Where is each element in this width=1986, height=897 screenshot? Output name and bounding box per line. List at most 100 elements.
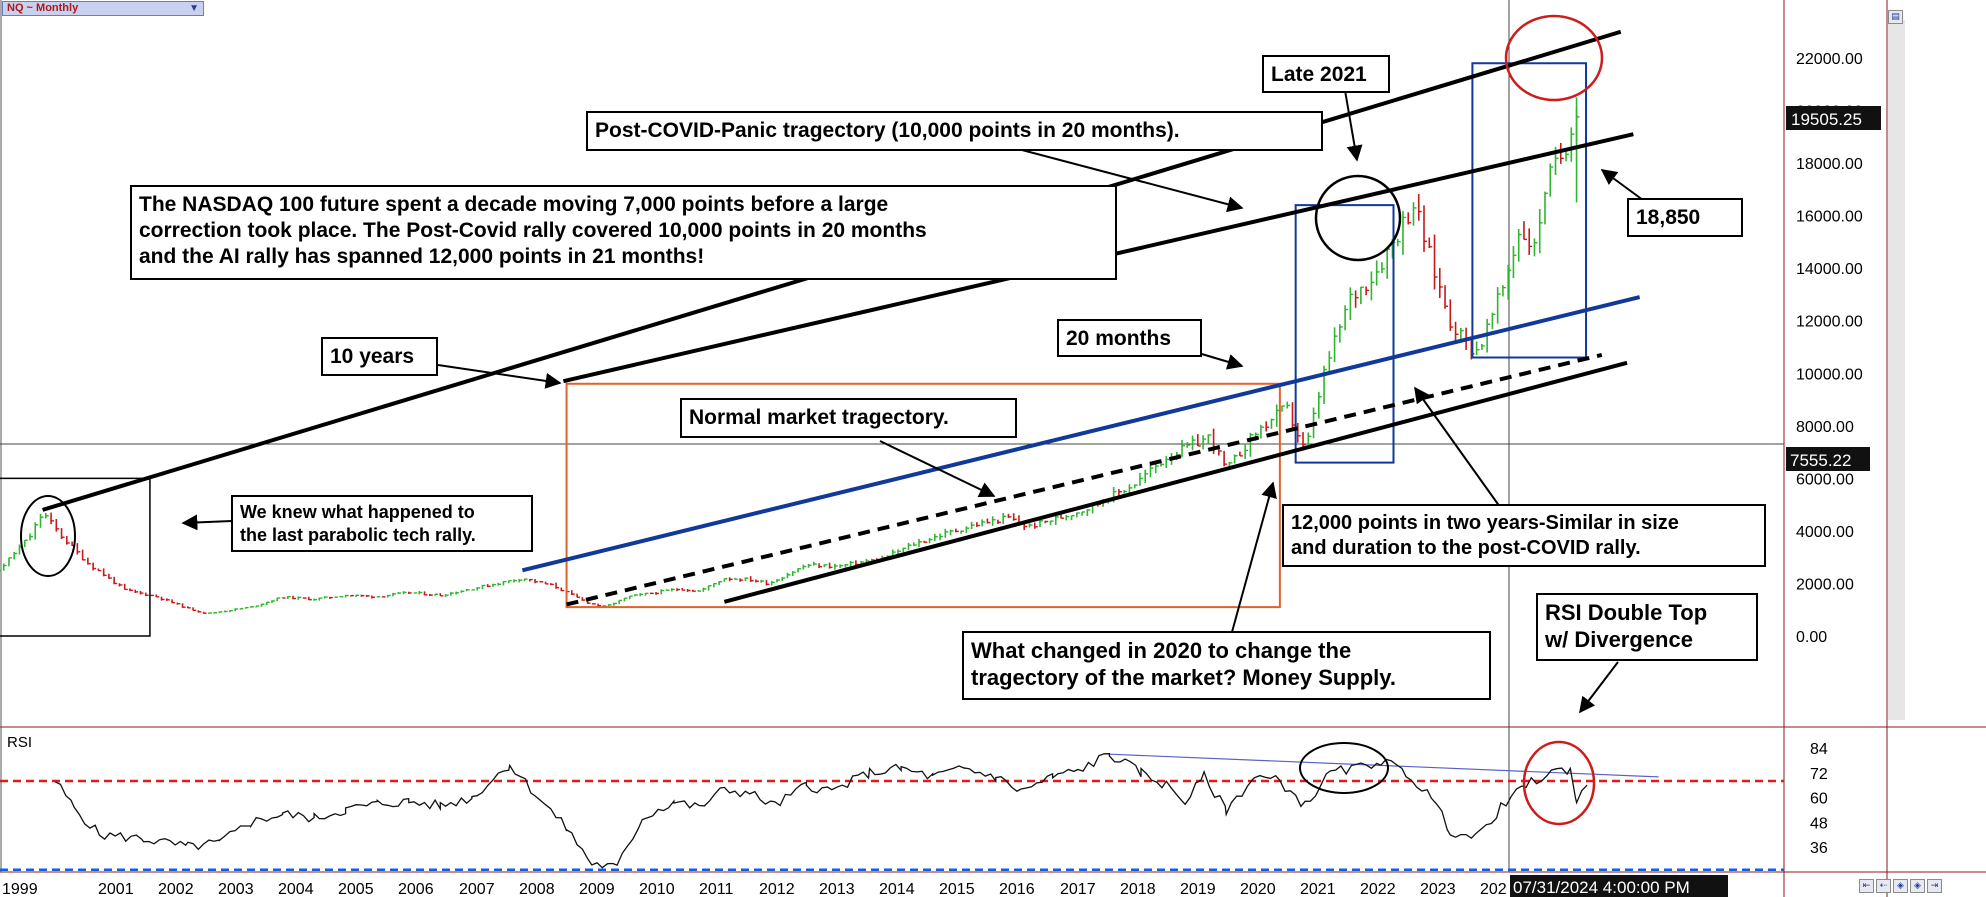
dotcom-top-circle xyxy=(20,495,76,577)
year-tick-label: 1999 xyxy=(2,881,38,897)
scroll-back-icon[interactable]: ⇠ xyxy=(1876,879,1891,893)
knew-label-text: We knew what happened to xyxy=(240,502,475,522)
rsi-late2021-circle xyxy=(1299,742,1389,794)
year-tick-label: 2012 xyxy=(759,881,795,897)
year-tick-label: 2006 xyxy=(398,881,434,897)
year-tick-label: 2014 xyxy=(879,881,915,897)
year-tick-label: 2019 xyxy=(1180,881,1216,897)
decade-label-text: The NASDAQ 100 future spent a decade mov… xyxy=(139,193,888,216)
rsi-tick-label: 48 xyxy=(1810,815,1828,832)
scroll-start-icon[interactable]: ⇤ xyxy=(1859,879,1874,893)
year-tick-label: 2003 xyxy=(218,881,254,897)
changed-label-text: What changed in 2020 to change the xyxy=(971,638,1351,663)
price-tick-label: 8000.00 xyxy=(1796,419,1854,436)
annotations: Late 2021 Post-COVID-Panic tragectory (10… xyxy=(130,55,1766,700)
last-price-value: 19505.25 xyxy=(1791,110,1862,129)
rsi-panel: RSI xyxy=(0,734,1784,871)
year-tick-label: 2011 xyxy=(699,881,734,897)
decade-label-text: correction took place. The Post-Covid ra… xyxy=(139,219,927,242)
rsi-title: RSI xyxy=(7,734,32,751)
year-tick-label: 2020 xyxy=(1240,881,1276,897)
twelvek-label-text: 12,000 points in two years-Similar in si… xyxy=(1291,512,1679,534)
late2021-circle xyxy=(1314,174,1402,262)
datetime-tag xyxy=(1510,875,1728,897)
price-tick-label: 6000.00 xyxy=(1796,471,1854,488)
late2021-label-box xyxy=(1262,55,1390,93)
last-price-tag xyxy=(1786,106,1881,130)
arrow-18850 xyxy=(1600,169,1648,204)
rsi-tick-label: 60 xyxy=(1810,791,1828,808)
year-tick-label: 202 xyxy=(1480,881,1507,897)
late2021-label-text: Late 2021 xyxy=(1271,63,1367,86)
price-tick-label: 18000.00 xyxy=(1796,156,1863,173)
rsi-tick-label: 36 xyxy=(1810,840,1828,857)
rsi-line xyxy=(55,753,1588,869)
chevron-down-icon: ▼ xyxy=(189,3,199,14)
arrow-changed xyxy=(1231,481,1277,633)
price-tick-label: 12000.00 xyxy=(1796,314,1863,331)
price-tick-label: 22000.00 xyxy=(1796,51,1863,68)
year-tick-label: 2013 xyxy=(819,881,855,897)
tenyears-label-box xyxy=(321,337,438,376)
year-tick-label: 2004 xyxy=(278,881,314,897)
lower-support-line xyxy=(723,360,1628,604)
year-tick-label: 2022 xyxy=(1360,881,1396,897)
current-top-circle xyxy=(1504,14,1604,102)
year-tick-label: 2010 xyxy=(639,881,675,897)
knew-label-text: the last parabolic tech rally. xyxy=(240,525,476,545)
level-label-text: 18,850 xyxy=(1636,206,1700,229)
arrow-postcovid xyxy=(1021,149,1244,213)
arrow-10years xyxy=(437,364,562,389)
changed-label-text: tragectory of the market? Money Supply. xyxy=(971,665,1396,690)
crosshair-price-tag xyxy=(1786,447,1870,471)
zoom-out-icon[interactable]: ◈ xyxy=(1893,879,1908,893)
annotation-boxes xyxy=(0,62,1588,637)
scroll-end-icon[interactable]: ⇥ xyxy=(1927,879,1942,893)
arrow-12k xyxy=(1414,386,1501,508)
arrow-normal xyxy=(879,440,996,497)
normal-label-box xyxy=(680,398,1017,438)
normal-label-text: Normal market tragectory. xyxy=(689,406,949,429)
year-tick-label: 2008 xyxy=(519,881,555,897)
year-tick-label: 2005 xyxy=(338,881,374,897)
vertical-scrollbar[interactable] xyxy=(1888,20,1905,720)
symbol-selector[interactable]: NQ ~ Monthly ▼ xyxy=(2,1,204,16)
year-tick-label: 2015 xyxy=(939,881,975,897)
rsi-top-label-text: w/ Divergence xyxy=(1544,627,1693,652)
rsi-top-label-box xyxy=(1536,593,1758,661)
level-label-box xyxy=(1627,198,1743,237)
twelvek-label-text: and duration to the post-COVID rally. xyxy=(1291,537,1641,559)
decade-box xyxy=(565,382,1281,609)
twentymonths-label-text: 20 months xyxy=(1066,327,1171,350)
year-tick-label: 2007 xyxy=(459,881,495,897)
knew-label-box xyxy=(231,495,533,552)
postcovid-label-text: Post-COVID-Panic tragectory (10,000 poin… xyxy=(595,119,1180,142)
rsi-top-label-text: RSI Double Top xyxy=(1545,600,1707,625)
decade-label-box xyxy=(130,185,1117,280)
year-tick-label: 2017 xyxy=(1060,881,1096,897)
rsi-tick-label: 84 xyxy=(1810,741,1828,758)
zoom-in-icon[interactable]: ◈ xyxy=(1910,879,1925,893)
blue-channel-line xyxy=(521,295,1641,573)
axes: 0.00 2000.00 4000.00 6000.00 8000.00 10000.00… xyxy=(2,51,1881,897)
crosshair-price-value: 7555.22 xyxy=(1790,451,1851,470)
symbol-label: NQ ~ Monthly xyxy=(7,2,79,14)
price-tick-label: 2000.00 xyxy=(1796,576,1854,593)
price-tick-label: 16000.00 xyxy=(1796,209,1863,226)
arrow-rsi-top xyxy=(1579,661,1619,714)
price-tick-label: 0.00 xyxy=(1796,629,1827,646)
twentymonths-label-box xyxy=(1057,319,1202,357)
datetime-value: 07/31/2024 4:00:00 PM xyxy=(1513,878,1690,897)
year-tick-label: 2001 xyxy=(98,881,134,897)
arrow-knew xyxy=(181,514,233,531)
tenyears-label-text: 10 years xyxy=(330,345,414,368)
changed-label-box xyxy=(962,631,1491,700)
year-tick-label: 2002 xyxy=(158,881,194,897)
price-tick-label: 10000.00 xyxy=(1796,366,1863,383)
layout-icon[interactable]: ▤ xyxy=(1888,10,1903,24)
year-tick-label: 2009 xyxy=(579,881,615,897)
rsi-tick-label: 72 xyxy=(1810,766,1828,783)
year-tick-label: 2018 xyxy=(1120,881,1156,897)
year-tick-label: 2021 xyxy=(1300,881,1336,897)
